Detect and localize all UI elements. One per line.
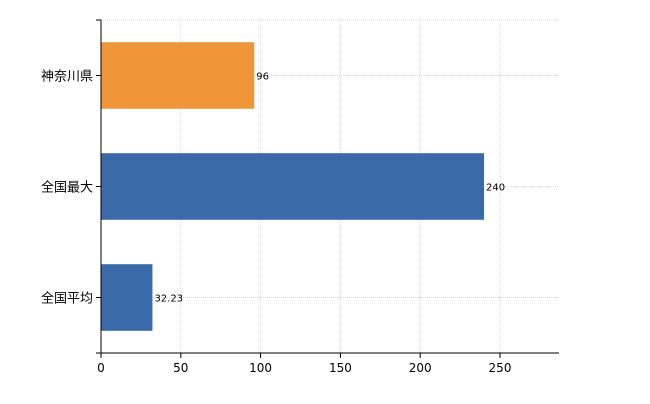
data-label: 32.23	[154, 294, 183, 305]
x-tick-label: 50	[173, 361, 188, 375]
y-tick-label: 神奈川県	[41, 70, 93, 85]
x-tick-label: 200	[409, 361, 432, 375]
x-tick-label: 100	[249, 361, 272, 375]
x-tick-label: 0	[97, 361, 105, 375]
bar	[101, 153, 485, 220]
x-tick-label: 250	[489, 361, 512, 375]
data-label: 240	[486, 183, 505, 194]
labels: 0 50 100 150 200 250 96 神奈川県 240 全国最大 32.23 全国平均	[41, 19, 512, 375]
x-tick-label: 150	[329, 361, 352, 375]
data-label: 96	[256, 72, 269, 83]
y-tick-label: 全国平均	[41, 291, 93, 307]
bar	[101, 264, 153, 331]
bar	[101, 42, 255, 109]
bars	[101, 42, 485, 331]
y-tick-label: 全国最大	[41, 180, 93, 196]
